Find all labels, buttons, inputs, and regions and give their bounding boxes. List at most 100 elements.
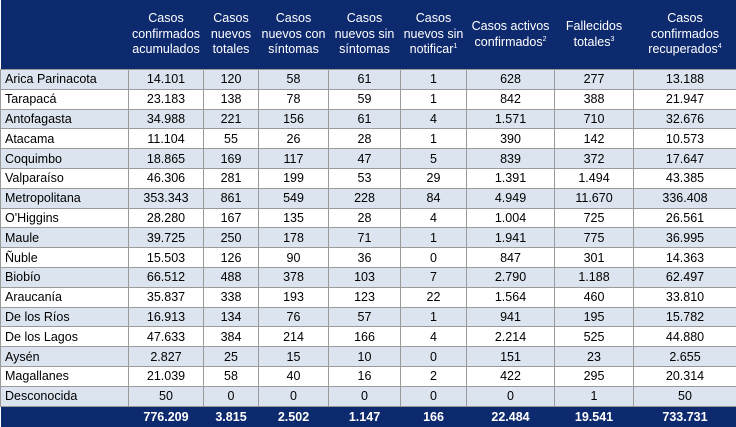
table-cell: 29 (401, 168, 467, 188)
column-header-label: Casos confirmados acumulados (132, 11, 200, 56)
column-header: Casos confirmados recuperados4 (634, 0, 736, 70)
region-name: Metropolitana (1, 188, 129, 208)
table-cell: 151 (467, 347, 555, 367)
table-cell: 55 (204, 129, 259, 149)
table-cell: 39.725 (129, 228, 204, 248)
table-cell: 422 (467, 366, 555, 386)
table-cell: 13.188 (634, 70, 736, 90)
table-cell: 460 (555, 287, 634, 307)
table-cell: 166 (329, 327, 401, 347)
table-cell: 839 (467, 149, 555, 169)
region-name: O'Higgins (1, 208, 129, 228)
table-cell: 90 (259, 248, 329, 268)
table-cell: 178 (259, 228, 329, 248)
region-name: Atacama (1, 129, 129, 149)
region-name: Magallanes (1, 366, 129, 386)
table-cell: 36 (329, 248, 401, 268)
table-cell: 250 (204, 228, 259, 248)
table-cell: 0 (467, 386, 555, 406)
table-cell: 28 (329, 208, 401, 228)
total-cell: 2.502 (259, 406, 329, 427)
table-cell: 16.913 (129, 307, 204, 327)
column-header: Casos nuevos sin síntomas (329, 0, 401, 70)
table-cell: 78 (259, 89, 329, 109)
table-cell: 169 (204, 149, 259, 169)
table-cell: 14.101 (129, 70, 204, 90)
table-cell: 11.670 (555, 188, 634, 208)
region-name: Araucanía (1, 287, 129, 307)
table-cell: 1.494 (555, 168, 634, 188)
table-cell: 549 (259, 188, 329, 208)
table-cell: 84 (401, 188, 467, 208)
region-name: Antofagasta (1, 109, 129, 129)
table-cell: 488 (204, 267, 259, 287)
table-cell: 372 (555, 149, 634, 169)
table-cell: 0 (204, 386, 259, 406)
table-cell: 26 (259, 129, 329, 149)
table-cell: 277 (555, 70, 634, 90)
table-cell: 58 (259, 70, 329, 90)
table-cell: 142 (555, 129, 634, 149)
table-cell: 1 (555, 386, 634, 406)
table-cell: 353.343 (129, 188, 204, 208)
table-cell: 25 (204, 347, 259, 367)
table-cell: 1 (401, 129, 467, 149)
column-header-label: Fallecidos totales (566, 19, 622, 49)
table-cell: 10 (329, 347, 401, 367)
table-cell: 0 (401, 386, 467, 406)
table-cell: 228 (329, 188, 401, 208)
table-cell: 15.782 (634, 307, 736, 327)
table-cell: 941 (467, 307, 555, 327)
table-cell: 281 (204, 168, 259, 188)
table-cell: 388 (555, 89, 634, 109)
table-cell: 40 (259, 366, 329, 386)
table-cell: 53 (329, 168, 401, 188)
region-name: Arica Parinacota (1, 70, 129, 90)
table-cell: 4 (401, 208, 467, 228)
table-cell: 1.004 (467, 208, 555, 228)
region-name: Valparaíso (1, 168, 129, 188)
table-cell: 58 (204, 366, 259, 386)
table-cell: 4 (401, 327, 467, 347)
column-header-label: Casos activos confirmados (472, 19, 550, 49)
column-header: Fallecidos totales3 (555, 0, 634, 70)
total-cell: 22.484 (467, 406, 555, 427)
table-cell: 1.941 (467, 228, 555, 248)
footnote-marker: 4 (718, 43, 722, 50)
table-cell: 0 (401, 248, 467, 268)
table-cell: 32.676 (634, 109, 736, 129)
table-cell: 214 (259, 327, 329, 347)
table-cell: 61 (329, 109, 401, 129)
table-cell: 21.039 (129, 366, 204, 386)
footnote-marker: 3 (610, 35, 614, 42)
column-header: Casos nuevos totales (204, 0, 259, 70)
table-cell: 50 (129, 386, 204, 406)
table-cell: 76 (259, 307, 329, 327)
table-cell: 4 (401, 109, 467, 129)
column-header-label: Casos nuevos con síntomas (262, 11, 326, 56)
table-cell: 10.573 (634, 129, 736, 149)
table-cell: 23.183 (129, 89, 204, 109)
table-cell: 134 (204, 307, 259, 327)
table-cell: 47.633 (129, 327, 204, 347)
region-name: De los Lagos (1, 327, 129, 347)
table-cell: 28 (329, 129, 401, 149)
table-cell: 21.947 (634, 89, 736, 109)
column-header: Casos nuevos con síntomas (259, 0, 329, 70)
